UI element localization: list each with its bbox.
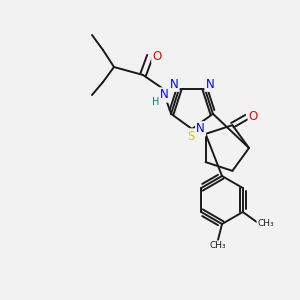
Text: N: N [196,122,205,135]
Text: H: H [152,97,160,107]
Text: CH₃: CH₃ [257,220,274,229]
Text: N: N [206,78,214,91]
Text: N: N [170,78,178,91]
Text: S: S [187,130,195,142]
Text: N: N [160,88,168,101]
Text: O: O [152,50,162,62]
Text: CH₃: CH₃ [210,242,226,250]
Text: O: O [249,110,258,123]
